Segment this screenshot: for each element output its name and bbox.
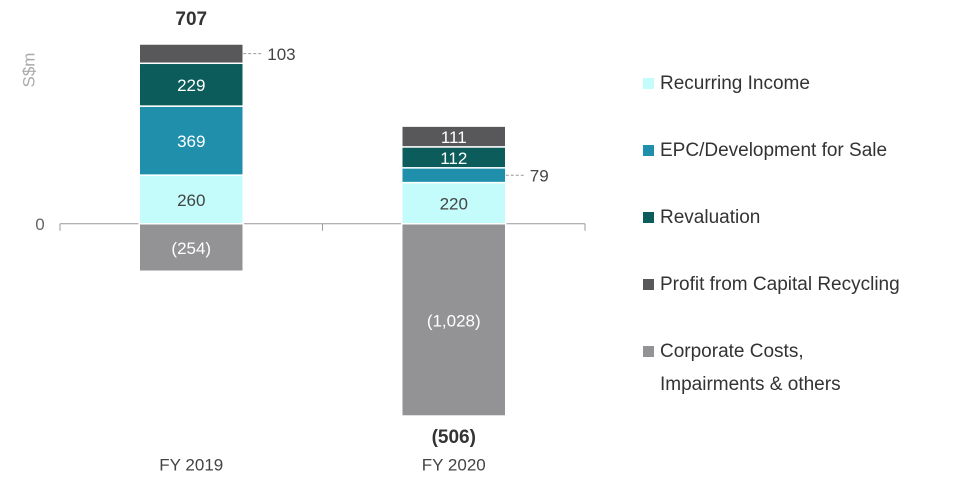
total-label: 707 <box>175 9 207 30</box>
y-axis-label: S$m <box>19 53 38 88</box>
x-tick-label: FY 2019 <box>159 455 223 474</box>
bar-segment <box>401 125 507 148</box>
data-label: 79 <box>530 167 549 186</box>
legend-item: Recurring Income <box>643 67 979 100</box>
legend-item: EPC/Development for Sale <box>643 134 979 167</box>
legend-swatch <box>643 212 654 223</box>
bar-segment <box>138 174 244 225</box>
data-label: 260 <box>177 191 205 210</box>
legend-swatch <box>643 145 654 156</box>
data-label: 103 <box>267 45 295 64</box>
data-label: (254) <box>171 239 211 258</box>
legend-swatch <box>643 78 654 89</box>
legend-label: Profit from Capital Recycling <box>660 274 900 295</box>
data-label: 369 <box>177 132 205 151</box>
legend-item: Corporate Costs, Impairments & others <box>643 335 893 401</box>
legend-item: Revaluation <box>643 201 979 234</box>
legend-label: EPC/Development for Sale <box>660 140 888 161</box>
data-label: 229 <box>177 76 205 95</box>
legend-swatch <box>643 279 654 290</box>
legend-label: Recurring Income <box>660 73 810 94</box>
bar-segment <box>401 223 507 417</box>
bar-segment <box>138 43 244 65</box>
total-label: (506) <box>432 427 476 448</box>
y-tick-label: 0 <box>35 215 44 234</box>
legend-label: Revaluation <box>660 207 761 228</box>
bar-segment <box>138 223 244 273</box>
x-tick-label: FY 2020 <box>422 455 486 474</box>
data-label: 112 <box>440 149 467 168</box>
legend-swatch <box>643 346 654 357</box>
data-label: (1,028) <box>427 311 481 330</box>
bar-segment <box>401 167 507 184</box>
data-label: 220 <box>440 195 468 214</box>
legend-item: Profit from Capital Recycling <box>643 268 979 301</box>
legend-label: Corporate Costs, Impairments & others <box>660 341 841 395</box>
data-label: 111 <box>441 128 467 147</box>
bar-segment <box>138 62 244 107</box>
